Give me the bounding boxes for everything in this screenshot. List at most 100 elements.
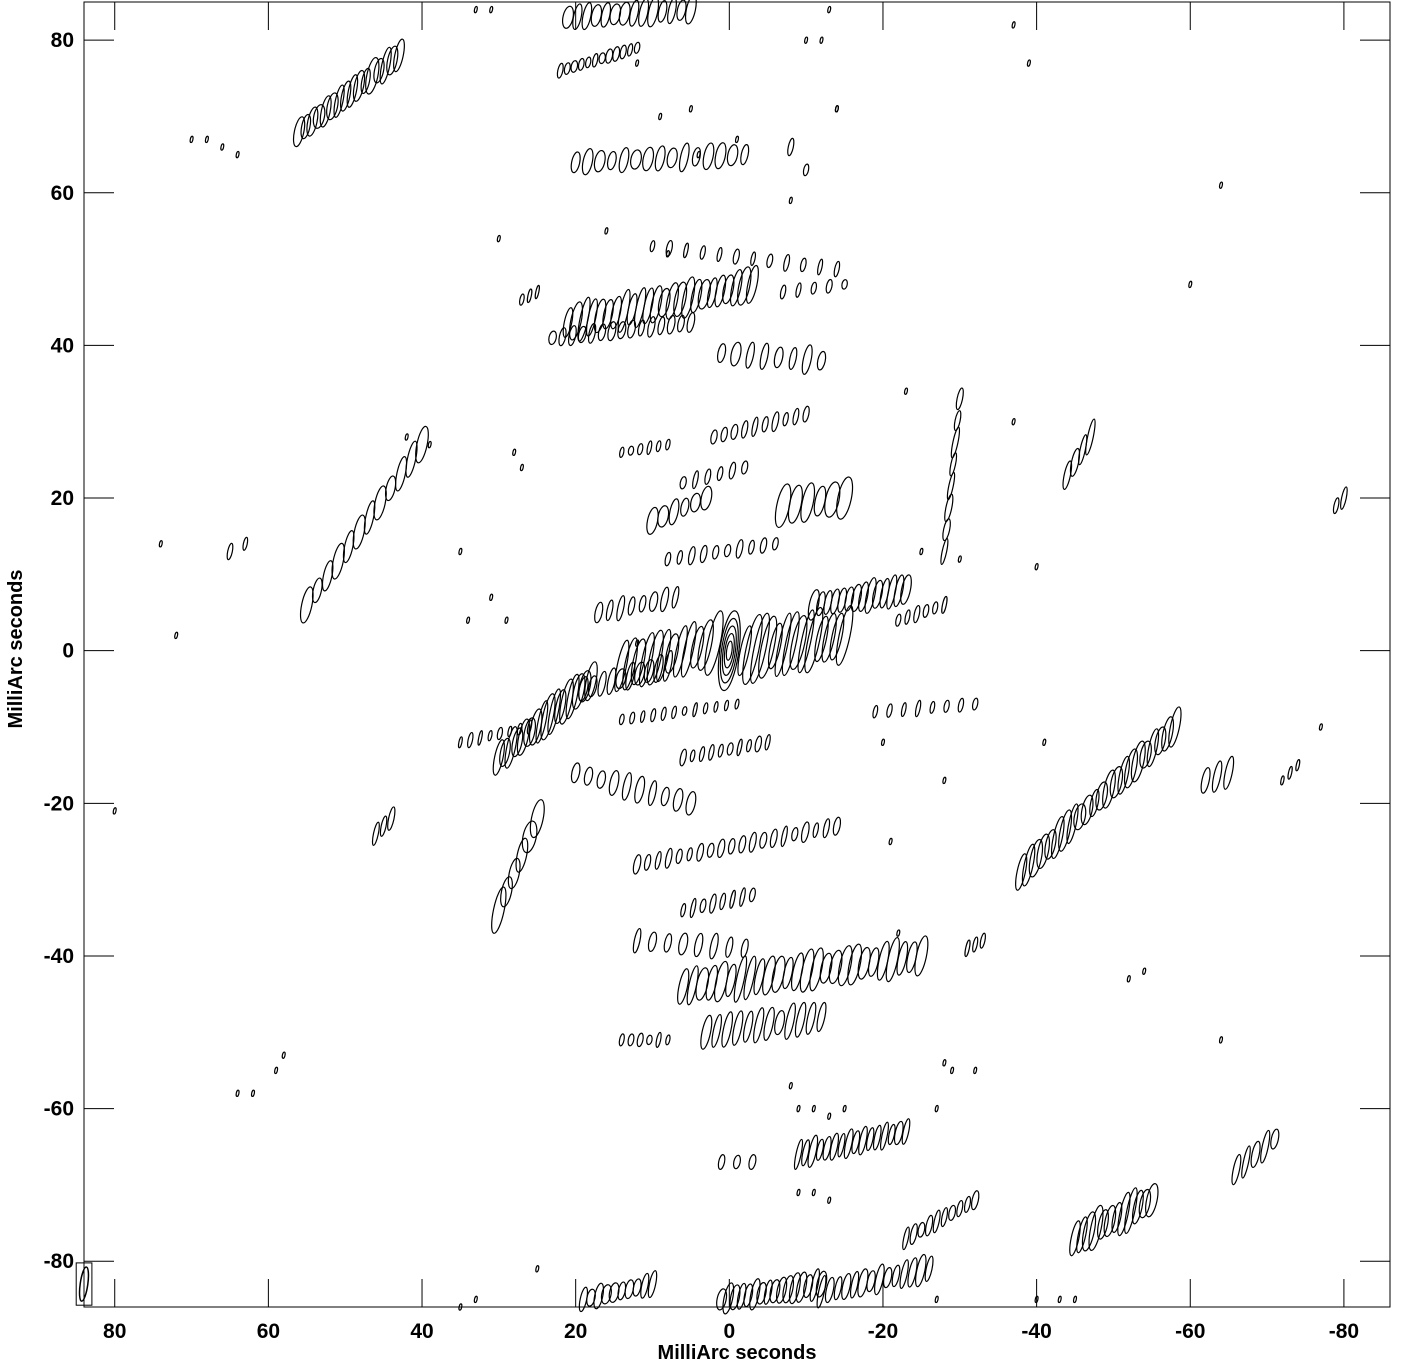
contour-ellipse xyxy=(626,43,634,57)
contour-ellipse xyxy=(809,1268,820,1302)
contour-ellipse xyxy=(979,932,986,949)
contour-ellipse xyxy=(691,147,702,167)
contour-ellipse xyxy=(395,456,408,492)
contour-ellipse xyxy=(507,725,513,738)
contour-ellipse xyxy=(695,967,710,1001)
contour-spot xyxy=(220,143,225,151)
x-axis-label: MilliArc seconds xyxy=(658,1342,817,1364)
contour-ellipse xyxy=(679,476,687,490)
contour-ellipse xyxy=(673,281,688,318)
contour-spot xyxy=(635,639,640,647)
contour-ellipse xyxy=(721,1011,734,1048)
contour-ellipse xyxy=(837,1132,846,1158)
contour-spot xyxy=(1034,562,1039,571)
contour-ellipse xyxy=(754,735,763,753)
contour-spot xyxy=(1042,738,1047,747)
contour-ellipse xyxy=(740,420,749,439)
contour-ellipse xyxy=(1081,1211,1097,1252)
contour-ellipse xyxy=(745,264,759,304)
contour-ellipse xyxy=(678,932,689,956)
contour-ellipse xyxy=(749,1278,761,1311)
contour-ellipse xyxy=(643,853,652,871)
contour-ellipse xyxy=(882,1266,893,1289)
contour-ellipse xyxy=(749,612,771,684)
contour-ellipse xyxy=(373,485,387,521)
contour-ellipse xyxy=(1058,809,1073,852)
contour-ellipse xyxy=(578,676,589,702)
contour-ellipse xyxy=(914,699,922,718)
contour-ellipse xyxy=(515,837,529,873)
contour-band xyxy=(632,927,749,960)
contour-ellipse xyxy=(627,596,636,616)
contour-spot xyxy=(942,776,947,785)
contour-ellipse xyxy=(896,941,909,976)
contour-spot xyxy=(1318,723,1323,731)
contour-spot xyxy=(473,5,478,14)
contour-ellipse xyxy=(619,446,625,459)
contour-ellipse xyxy=(714,274,727,308)
contour-spot xyxy=(250,1089,256,1098)
contour-band xyxy=(787,137,810,177)
contour-ellipse xyxy=(872,1124,882,1151)
contour-band xyxy=(578,650,674,702)
contour-ellipse xyxy=(733,955,748,1003)
contour-spot xyxy=(404,433,409,441)
contour-band xyxy=(292,38,405,148)
contour-ellipse xyxy=(876,940,890,981)
contour-ellipse xyxy=(686,312,696,333)
contour-ellipse xyxy=(717,838,726,859)
contour-ellipse xyxy=(734,698,740,710)
contour-ellipse xyxy=(1340,486,1348,510)
contour-ellipse xyxy=(764,734,771,751)
contour-ellipse xyxy=(810,281,818,295)
contour-ellipse xyxy=(953,410,962,432)
contour-ellipse xyxy=(646,440,653,456)
contour-spot xyxy=(827,1196,832,1204)
contour-ellipse xyxy=(647,931,658,953)
contour-ellipse xyxy=(1124,1187,1138,1235)
contour-ellipse xyxy=(719,892,727,911)
contour-band xyxy=(299,425,429,624)
contour-ellipse xyxy=(679,748,687,767)
contour-ellipse xyxy=(647,1270,658,1299)
contour-ellipse xyxy=(1287,765,1293,780)
contour-band xyxy=(679,460,749,490)
core-contour xyxy=(721,625,737,676)
contour-ellipse xyxy=(519,293,525,306)
contour-ellipse xyxy=(742,1010,754,1043)
contour-spot xyxy=(665,250,670,258)
contour-ellipse xyxy=(521,820,538,854)
contour-spot xyxy=(466,616,471,624)
contour-band xyxy=(1062,418,1096,490)
contour-ellipse xyxy=(753,1007,765,1044)
contour-band xyxy=(710,405,810,445)
contour-ellipse xyxy=(900,574,912,605)
contour-ellipse xyxy=(529,799,545,839)
contour-band xyxy=(816,1253,934,1309)
contour-ellipse xyxy=(837,587,848,613)
contour-band xyxy=(779,278,848,300)
contour-ellipse xyxy=(763,1279,773,1305)
contour-ellipse xyxy=(782,412,789,427)
contour-ellipse xyxy=(326,92,339,121)
contour-band xyxy=(632,816,842,875)
y-tick-label: 60 xyxy=(51,182,74,205)
contour-band xyxy=(1200,755,1235,794)
contour-band xyxy=(680,887,756,919)
contour-ellipse xyxy=(689,492,702,513)
contour-ellipse xyxy=(632,854,642,875)
contour-ellipse xyxy=(339,80,352,112)
contour-ellipse xyxy=(795,1271,808,1303)
contour-ellipse xyxy=(571,673,586,710)
contour-ellipse xyxy=(586,1288,596,1307)
y-tick-labels: 80 60 40 20 0 -20 -40 -60 -80 xyxy=(44,29,74,1273)
contour-spot xyxy=(458,1303,463,1311)
contour-ellipse xyxy=(650,708,657,723)
contour-spot xyxy=(811,1104,816,1113)
contour-ellipse xyxy=(319,95,332,128)
contour-ellipse xyxy=(891,1264,901,1288)
contour-ellipse xyxy=(584,56,592,69)
contour-spot xyxy=(950,1066,955,1075)
contour-ellipse xyxy=(547,688,562,736)
